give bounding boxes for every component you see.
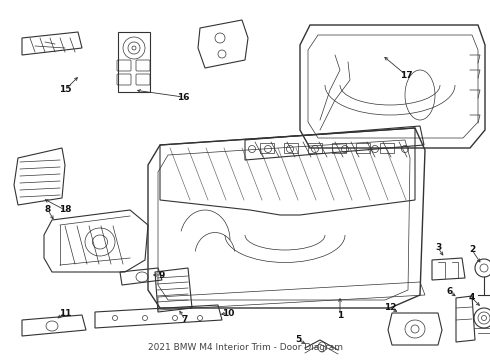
- Text: 11: 11: [59, 309, 71, 318]
- Text: 4: 4: [469, 293, 475, 302]
- Text: 3: 3: [435, 243, 441, 252]
- Bar: [356, 143, 370, 153]
- Bar: [308, 143, 322, 153]
- Bar: [380, 143, 394, 153]
- Bar: [332, 143, 346, 153]
- Text: 18: 18: [59, 206, 71, 215]
- Text: 16: 16: [177, 93, 189, 102]
- Bar: [284, 143, 298, 153]
- Text: 15: 15: [59, 85, 71, 94]
- Text: 8: 8: [45, 206, 51, 215]
- Bar: [260, 143, 274, 153]
- Text: 6: 6: [447, 288, 453, 297]
- Text: 9: 9: [159, 270, 165, 279]
- Text: 17: 17: [400, 71, 412, 80]
- Text: 2021 BMW M4 Interior Trim - Door Diagram: 2021 BMW M4 Interior Trim - Door Diagram: [147, 343, 343, 352]
- Text: 10: 10: [222, 309, 234, 318]
- Text: 1: 1: [337, 310, 343, 320]
- Text: 12: 12: [384, 303, 396, 312]
- Text: 2: 2: [469, 246, 475, 255]
- Text: 5: 5: [295, 336, 301, 345]
- Text: 7: 7: [182, 315, 188, 324]
